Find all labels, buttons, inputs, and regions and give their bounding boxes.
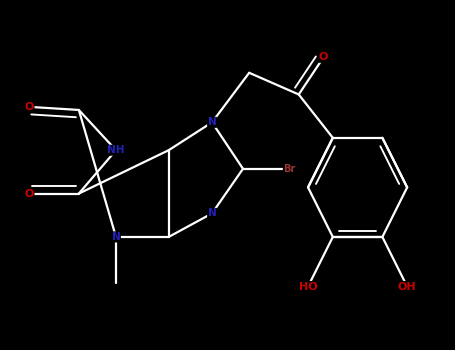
Text: HO: HO: [299, 281, 317, 292]
Text: N: N: [111, 232, 121, 242]
Text: O: O: [319, 52, 328, 62]
Text: O: O: [25, 102, 34, 112]
Text: OH: OH: [398, 281, 416, 292]
Text: Br: Br: [283, 164, 296, 174]
Text: NH: NH: [107, 145, 125, 155]
Text: N: N: [207, 208, 217, 218]
Text: O: O: [25, 189, 34, 198]
Text: N: N: [207, 117, 217, 127]
